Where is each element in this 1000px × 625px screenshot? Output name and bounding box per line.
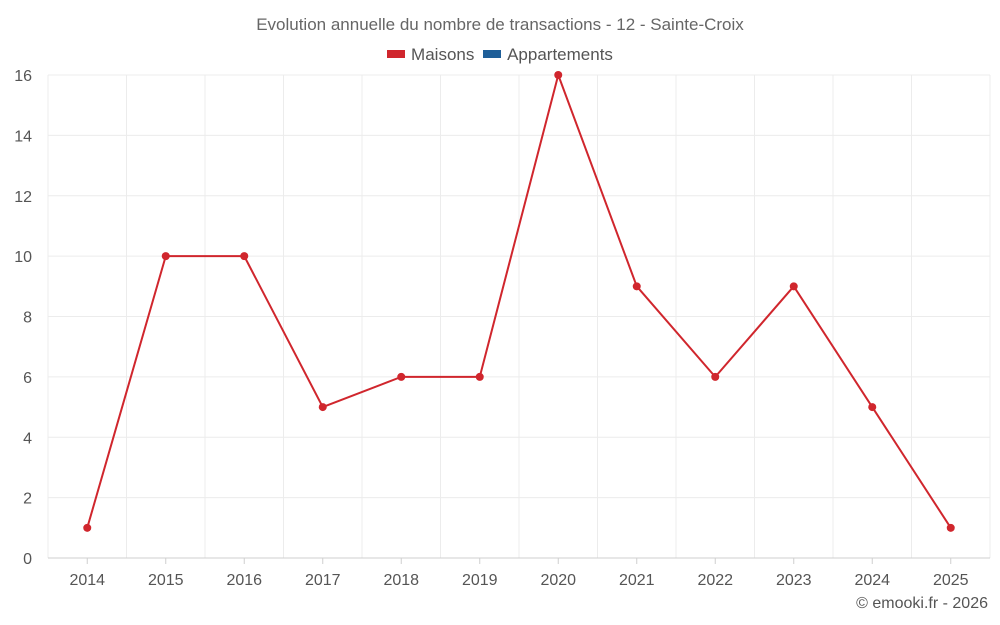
data-point <box>711 372 720 381</box>
data-point <box>161 252 170 261</box>
y-tick-label: 2 <box>23 491 32 508</box>
data-point <box>240 252 249 261</box>
data-point <box>789 282 798 291</box>
data-point <box>554 71 563 79</box>
x-tick-label: 2018 <box>383 572 419 589</box>
legend-swatch-appartements <box>483 49 502 58</box>
legend-item-appartements[interactable]: Appartements <box>483 45 613 65</box>
data-point <box>318 403 327 412</box>
data-point <box>946 523 955 532</box>
legend-label-appartements: Appartements <box>507 45 613 64</box>
data-point <box>632 282 641 291</box>
y-tick-label: 0 <box>23 551 32 568</box>
data-point <box>397 372 406 381</box>
data-point <box>475 372 484 381</box>
series-line-maisons <box>86 74 952 529</box>
y-tick-label: 8 <box>23 310 32 327</box>
y-tick-label: 6 <box>23 370 32 387</box>
x-tick-label: 2023 <box>776 572 812 589</box>
y-tick-label: 16 <box>14 68 32 85</box>
x-tick-label: 2025 <box>933 572 969 589</box>
legend: Maisons Appartements <box>0 45 1000 65</box>
x-tick-label: 2017 <box>305 572 341 589</box>
x-tick-label: 2015 <box>148 572 184 589</box>
y-tick-label: 10 <box>14 249 32 266</box>
y-tick-label: 12 <box>14 189 32 206</box>
x-tick-label: 2022 <box>697 572 733 589</box>
x-tick-label: 2024 <box>854 572 890 589</box>
x-tick-label: 2021 <box>619 572 655 589</box>
y-tick-label: 4 <box>23 430 32 447</box>
y-tick-label: 14 <box>14 128 32 145</box>
legend-label-maisons: Maisons <box>411 45 475 64</box>
legend-item-maisons[interactable]: Maisons <box>387 45 474 65</box>
x-tick-label: 2014 <box>69 572 105 589</box>
credit-text: © emooki.fr - 2026 <box>856 595 988 612</box>
x-tick-label: 2020 <box>540 572 576 589</box>
x-tick-label: 2016 <box>226 572 262 589</box>
data-point <box>868 403 877 412</box>
data-point <box>83 523 92 532</box>
legend-swatch-maisons <box>387 49 406 58</box>
x-tick-label: 2019 <box>462 572 498 589</box>
chart-title: Evolution annuelle du nombre de transact… <box>256 15 744 34</box>
